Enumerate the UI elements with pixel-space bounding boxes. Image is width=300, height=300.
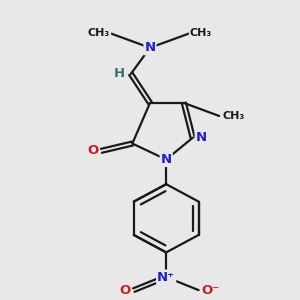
Text: CH₃: CH₃ <box>190 28 212 38</box>
Text: CH₃: CH₃ <box>222 111 244 121</box>
Text: O: O <box>87 144 98 157</box>
Text: O⁻: O⁻ <box>202 284 220 297</box>
Text: N⁺: N⁺ <box>157 271 175 284</box>
Text: O: O <box>120 284 131 297</box>
Text: N: N <box>160 153 172 166</box>
Text: N: N <box>144 41 156 54</box>
Text: H: H <box>114 68 125 80</box>
Text: N: N <box>196 131 207 144</box>
Text: CH₃: CH₃ <box>88 28 110 38</box>
